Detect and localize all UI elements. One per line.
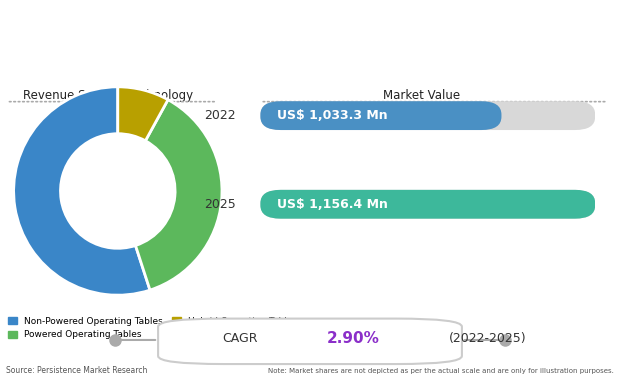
FancyBboxPatch shape xyxy=(260,101,595,130)
FancyBboxPatch shape xyxy=(260,190,595,219)
Text: Operating Tables Market, 2022-2025: Operating Tables Market, 2022-2025 xyxy=(19,24,388,42)
Text: Source: Persistence Market Research: Source: Persistence Market Research xyxy=(6,366,148,375)
FancyBboxPatch shape xyxy=(260,101,502,130)
Text: (2022-2025): (2022-2025) xyxy=(449,332,526,345)
Text: 2.90%: 2.90% xyxy=(327,332,380,346)
Text: Market Value: Market Value xyxy=(383,89,460,102)
Text: Note: Market shares are not depicted as per the actual scale and are only for il: Note: Market shares are not depicted as … xyxy=(268,367,614,374)
Text: US$ 1,156.4 Mn: US$ 1,156.4 Mn xyxy=(277,198,388,211)
FancyBboxPatch shape xyxy=(158,319,462,364)
Text: 2022: 2022 xyxy=(205,109,236,122)
Text: 2025: 2025 xyxy=(205,198,236,211)
Legend: Non-Powered Operating Tables, Powered Operating Tables, Hybrid Operating Tables: Non-Powered Operating Tables, Powered Op… xyxy=(4,313,301,343)
Wedge shape xyxy=(14,87,150,295)
Text: PERSISTENCE
MARKET RESEARCH: PERSISTENCE MARKET RESEARCH xyxy=(502,28,601,48)
Text: Revenue Split By Technology: Revenue Split By Technology xyxy=(24,89,193,102)
Text: US$ 1,033.3 Mn: US$ 1,033.3 Mn xyxy=(277,109,388,122)
Wedge shape xyxy=(118,87,168,141)
FancyBboxPatch shape xyxy=(260,190,595,219)
Text: CAGR: CAGR xyxy=(223,332,258,345)
Wedge shape xyxy=(136,100,222,290)
